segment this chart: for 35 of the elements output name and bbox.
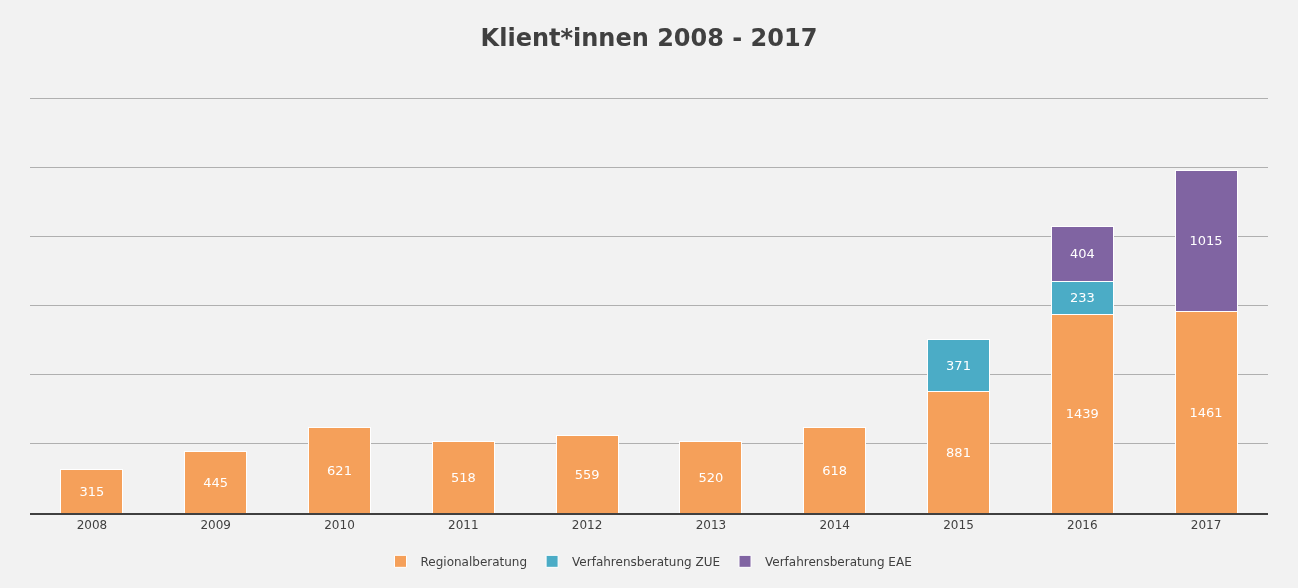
x-tick-label: 2012 <box>571 518 603 533</box>
x-tick-label: 2016 <box>1067 518 1098 533</box>
data-label: 1439 <box>1065 406 1099 422</box>
bar <box>555 435 619 513</box>
bar <box>431 440 495 513</box>
x-tick-label: 2013 <box>695 518 727 533</box>
x-tick-label: 2011 <box>448 518 479 533</box>
bar <box>184 450 248 513</box>
bar <box>308 426 371 513</box>
legend-label: Verfahrensberatung ZUE <box>572 555 721 570</box>
data-label: 881 <box>946 444 971 460</box>
legend-label: Regionalberatung <box>420 555 528 570</box>
data-label: 520 <box>698 469 724 485</box>
x-tick-label: 2009 <box>200 518 231 533</box>
bar <box>60 468 124 513</box>
data-label: 371 <box>946 358 971 374</box>
x-tick-label: 2010 <box>324 518 355 533</box>
data-label: 621 <box>327 462 352 478</box>
data-label: 315 <box>79 483 105 499</box>
data-label: 518 <box>450 469 476 485</box>
bar <box>679 440 743 513</box>
x-tick-label: 2017 <box>1190 518 1222 533</box>
x-tick-label: 2015 <box>943 518 974 533</box>
x-tick-label: 2014 <box>819 518 850 533</box>
legend-label: Verfahrensberatung EAE <box>765 555 912 570</box>
data-label: 1461 <box>1189 404 1223 420</box>
data-label: 1015 <box>1189 233 1223 249</box>
bar <box>803 427 867 513</box>
data-label: 559 <box>574 466 600 482</box>
data-label: 233 <box>1069 290 1095 306</box>
data-label: 445 <box>203 474 229 490</box>
data-label: 618 <box>822 462 848 478</box>
data-label: 404 <box>1069 246 1095 262</box>
chart-title: Klient*innen 2008 - 2017 <box>480 24 818 53</box>
x-tick-label: 2008 <box>76 518 108 533</box>
